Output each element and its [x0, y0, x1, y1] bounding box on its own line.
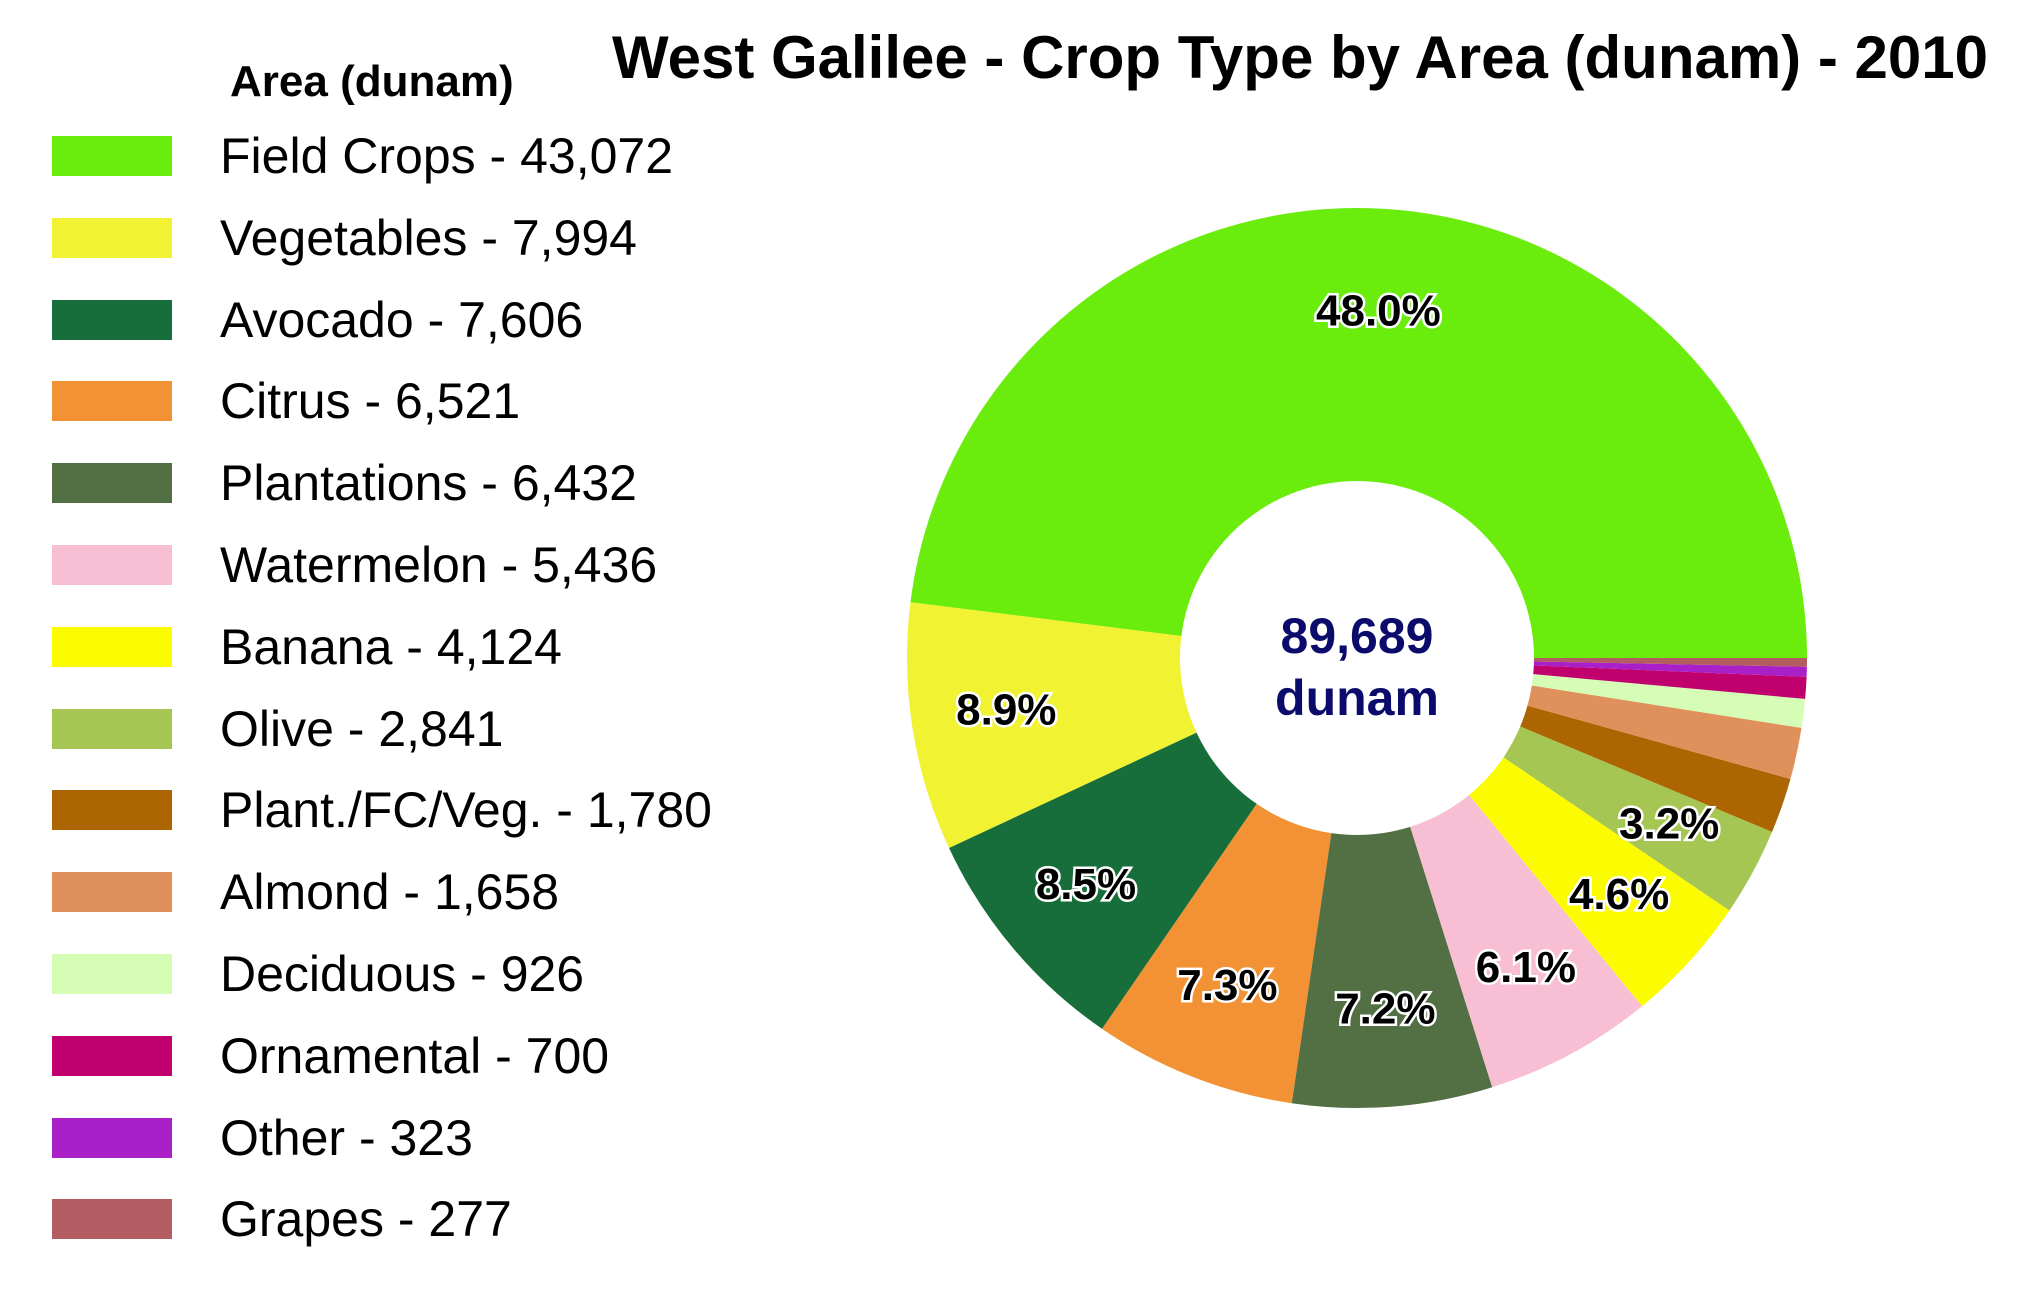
slice-percent-label: 3.2% [1619, 800, 1719, 849]
chart-title: West Galilee - Crop Type by Area (dunam)… [612, 24, 1988, 91]
legend-item: Avocado - 7,606 [52, 292, 812, 354]
pie-slice-labels: 48.0% 8.9% 8.5% 7.3% 7.2% 6.1% 4.6% 3.2% [954, 284, 1722, 1036]
legend-label: Plant./FC/Veg. - 1,780 [220, 782, 712, 839]
legend-swatch [52, 626, 172, 667]
slice-percent-label: 8.5% [1036, 860, 1136, 909]
legend-swatch [52, 299, 172, 340]
legend-swatch [52, 790, 172, 831]
legend-item: Grapes - 277 [52, 1191, 812, 1253]
legend-label: Plantations - 6,432 [220, 455, 637, 512]
legend-item: Watermelon - 5,436 [52, 537, 812, 599]
slice-percent-label: 7.3% [1177, 961, 1277, 1010]
legend-item: Deciduous - 926 [52, 946, 812, 1008]
legend-swatch [52, 1117, 172, 1158]
legend-item: Citrus - 6,521 [52, 373, 812, 435]
legend-label: Vegetables - 7,994 [220, 209, 637, 266]
slice-percent-label: 7.2% [1335, 984, 1435, 1033]
legend-label: Banana - 4,124 [220, 618, 562, 675]
legend-label: Almond - 1,658 [220, 864, 560, 921]
center-total-value: 89,689 [1281, 608, 1434, 664]
legend-item: Plant./FC/Veg. - 1,780 [52, 782, 812, 844]
legend-swatch [52, 217, 172, 258]
legend-item: Banana - 4,124 [52, 619, 812, 681]
legend-swatch [52, 545, 172, 585]
slice-percent-label: 8.9% [956, 686, 1056, 735]
legend-swatch [52, 463, 172, 504]
legend-item: Almond - 1,658 [52, 864, 812, 926]
legend-label: Olive - 2,841 [220, 700, 504, 757]
legend-label: Deciduous - 926 [220, 946, 585, 1002]
slice-percent-label: 6.1% [1476, 943, 1576, 992]
legend-swatch [52, 1035, 172, 1076]
legend-label: Avocado - 7,606 [220, 291, 584, 348]
legend-item: Olive - 2,841 [52, 701, 812, 763]
legend-swatch [52, 872, 172, 913]
legend-swatch [52, 136, 172, 176]
legend-swatch [52, 708, 172, 749]
slice-percent-label: 48.0% [1316, 286, 1441, 335]
legend-item: Vegetables - 7,994 [52, 210, 812, 272]
donut-hole [1180, 481, 1534, 835]
pie-slice [910, 208, 1807, 658]
legend-swatch [52, 1199, 172, 1240]
legend-label: Grapes - 277 [220, 1191, 512, 1248]
legend-swatch [52, 954, 172, 994]
center-total-unit: dunam [1275, 670, 1439, 726]
legend-item: Ornamental - 700 [52, 1028, 812, 1090]
legend-label: Citrus - 6,521 [220, 373, 521, 430]
legend-label: Watermelon - 5,436 [220, 537, 658, 593]
legend-label: Field Crops - 43,072 [220, 128, 674, 184]
legend-item: Field Crops - 43,072 [52, 128, 812, 190]
legend-swatch [52, 381, 172, 422]
legend-label: Ornamental - 700 [220, 1027, 610, 1084]
slice-percent-label: 4.6% [1569, 870, 1669, 919]
legend-item: Plantations - 6,432 [52, 455, 812, 517]
legend-item: Other - 323 [52, 1110, 812, 1172]
legend-title: Area (dunam) [230, 57, 514, 106]
legend-label: Other - 323 [220, 1109, 473, 1166]
